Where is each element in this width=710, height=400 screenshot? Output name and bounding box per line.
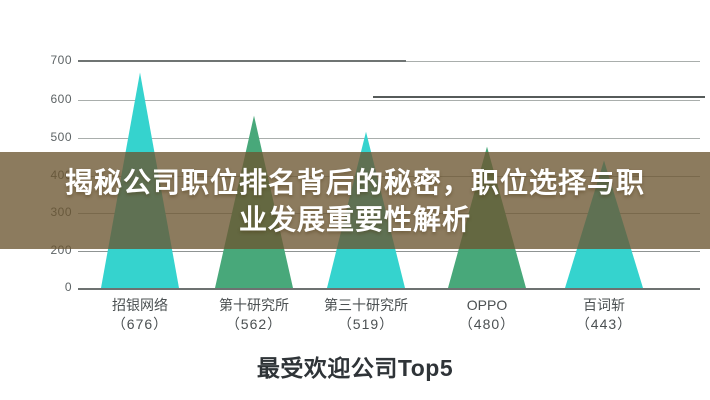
gridline-0 (78, 288, 700, 290)
gridline-500 (78, 138, 700, 139)
y-tick-label-600: 600 (50, 92, 72, 106)
company-value: （562） (225, 316, 283, 332)
overlay-headline-line2: 业发展重要性解析 (238, 203, 471, 235)
company-value: （443） (575, 316, 633, 332)
company-name: 第三十研究所 (324, 297, 408, 313)
gridline-accent-600 (373, 96, 705, 98)
company-name: OPPO (466, 297, 508, 313)
chart-title: 最受欢迎公司Top5 (256, 355, 454, 381)
company-name: 第十研究所 (219, 297, 289, 313)
company-value: （480） (458, 316, 516, 332)
y-tick-label-0: 0 (64, 280, 72, 294)
overlay-headline-line1: 揭秘公司职位排名背后的秘密，职位选择与职 (64, 166, 645, 198)
company-value: （676） (111, 316, 169, 332)
gridline-accent-700 (78, 60, 406, 62)
company-value: （519） (337, 316, 395, 332)
company-name: 招银网络 (112, 297, 168, 313)
company-name: 百词斩 (583, 297, 625, 313)
x-label-第三十研究所: 第三十研究所 （519） (296, 296, 436, 334)
x-label-第十研究所: 第十研究所 （562） (184, 296, 324, 334)
gridline-600 (78, 100, 700, 101)
overlay-band: 揭秘公司职位排名背后的秘密，职位选择与职 业发展重要性解析 (0, 152, 710, 249)
x-label-招银网络: 招银网络 （676） (70, 296, 210, 334)
y-tick-label-700: 700 (50, 53, 72, 67)
x-label-OPPO: OPPO （480） (417, 296, 557, 334)
x-label-百词斩: 百词斩 （443） (534, 296, 674, 334)
y-tick-label-500: 500 (50, 130, 72, 144)
